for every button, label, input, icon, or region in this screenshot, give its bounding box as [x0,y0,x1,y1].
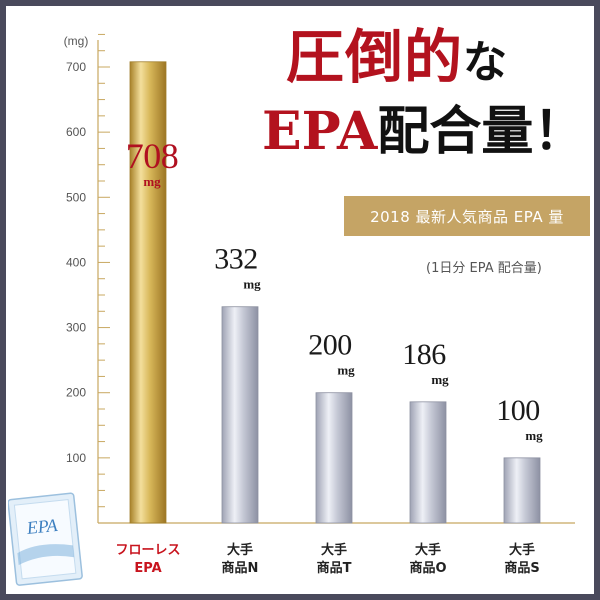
y-tick-label: 300 [66,321,86,335]
category-label: 大手 [415,542,441,558]
value-unit-label: mg [431,372,449,387]
value-label: 100 [496,394,540,427]
value-label: 708 [126,136,179,176]
category-label: 大手 [509,542,535,558]
value-unit-label: mg [337,363,355,378]
bar [129,61,167,524]
subtitle-banner: 2018 最新人気商品 EPA 量 [344,196,590,236]
subtitle-text: 2018 最新人気商品 EPA 量 [370,207,564,226]
y-tick-label: 600 [66,125,86,139]
bar [315,392,353,524]
y-tick-label: 500 [66,190,86,204]
y-tick-label: 100 [66,451,86,465]
bars [129,61,541,524]
y-tick-label: 200 [66,386,86,400]
category-label: 商品S [504,560,539,576]
value-unit-label: mg [525,428,543,443]
headline-main-1: 圧倒的 [286,23,464,91]
value-unit-label: mg [143,174,161,189]
category-label: EPA [134,561,161,576]
note-text: (1日分 EPA 配合量) [426,261,542,276]
headline-tail-1: な [463,37,509,88]
category-label: フローレス [115,543,180,558]
headline-line2: EPA配合量！ [262,106,585,158]
y-tick-label: 400 [66,255,86,269]
category-label: 商品N [222,560,259,576]
category-label: 大手 [227,542,253,558]
bar [503,457,541,524]
product-package-image: EPA [8,492,83,586]
value-label: 186 [402,338,446,371]
headline-tail-2: 配合量！ [377,101,586,162]
package-label: EPA [25,515,60,538]
bar [221,306,259,524]
value-label: 200 [308,329,352,362]
category-label: 大手 [321,542,347,558]
category-label: 商品O [409,560,446,576]
headline-main-2: EPA [262,101,378,162]
category-label: 商品T [317,560,352,576]
y-axis-unit: (mg) [64,34,89,48]
value-unit-label: mg [243,277,261,292]
y-tick-label: 700 [66,60,86,74]
headline-line1: 圧倒的な [286,28,508,86]
y-axis: 100 200 300 400 500 600 700 (mg) [64,33,575,524]
bar [409,401,447,524]
value-label: 332 [214,243,258,276]
